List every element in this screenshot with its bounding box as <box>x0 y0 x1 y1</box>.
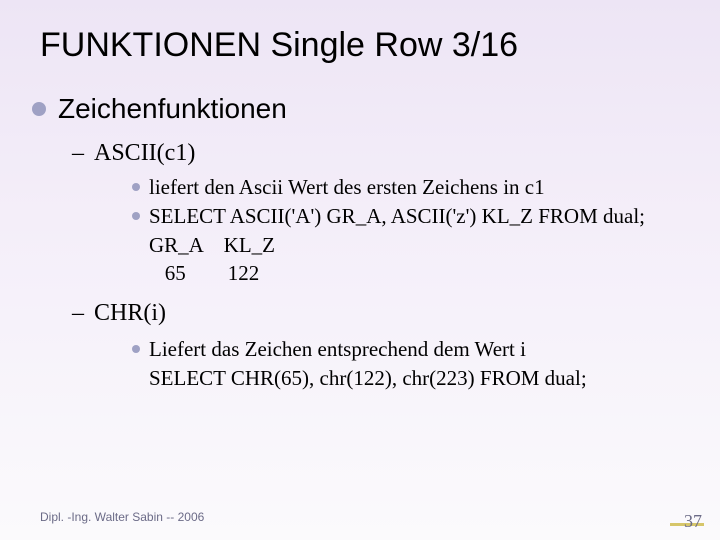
bullet-level1: Zeichenfunktionen <box>32 93 680 125</box>
bullet-level3: SELECT ASCII('A') GR_A, ASCII('z') KL_Z … <box>132 203 680 230</box>
bullet-level2: – ASCII(c1) <box>72 139 680 168</box>
bullet-level3: liefert den Ascii Wert des ersten Zeiche… <box>132 174 680 201</box>
bullet-level2: – CHR(i) <box>72 299 680 328</box>
lvl2-heading: CHR(i) <box>94 299 166 328</box>
lvl3-continuation: 65 122 <box>149 260 680 287</box>
dash-bullet-icon: – <box>72 299 84 328</box>
slide-title: FUNKTIONEN Single Row 3/16 <box>40 26 680 65</box>
lvl3-text: Liefert das Zeichen entsprechend dem Wer… <box>149 336 526 363</box>
lvl3-continuation: GR_A KL_Z <box>149 232 680 259</box>
lvl2-heading: ASCII(c1) <box>94 139 195 168</box>
lvl3-text: liefert den Ascii Wert des ersten Zeiche… <box>149 174 545 201</box>
slide: FUNKTIONEN Single Row 3/16 Zeichenfunkti… <box>0 0 720 540</box>
lvl3-text: SELECT ASCII('A') GR_A, ASCII('z') KL_Z … <box>149 203 645 230</box>
footer-text: Dipl. -Ing. Walter Sabin -- 2006 <box>40 510 204 524</box>
page-number: 37 <box>684 511 702 532</box>
dot-bullet-icon <box>132 212 140 220</box>
dash-bullet-icon: – <box>72 139 84 168</box>
dot-bullet-icon <box>132 345 140 353</box>
bullet-level3: Liefert das Zeichen entsprechend dem Wer… <box>132 336 680 363</box>
lvl3-continuation: SELECT CHR(65), chr(122), chr(223) FROM … <box>149 365 680 392</box>
dot-bullet-icon <box>132 183 140 191</box>
lvl1-text: Zeichenfunktionen <box>58 93 287 125</box>
disc-bullet-icon <box>32 102 46 116</box>
